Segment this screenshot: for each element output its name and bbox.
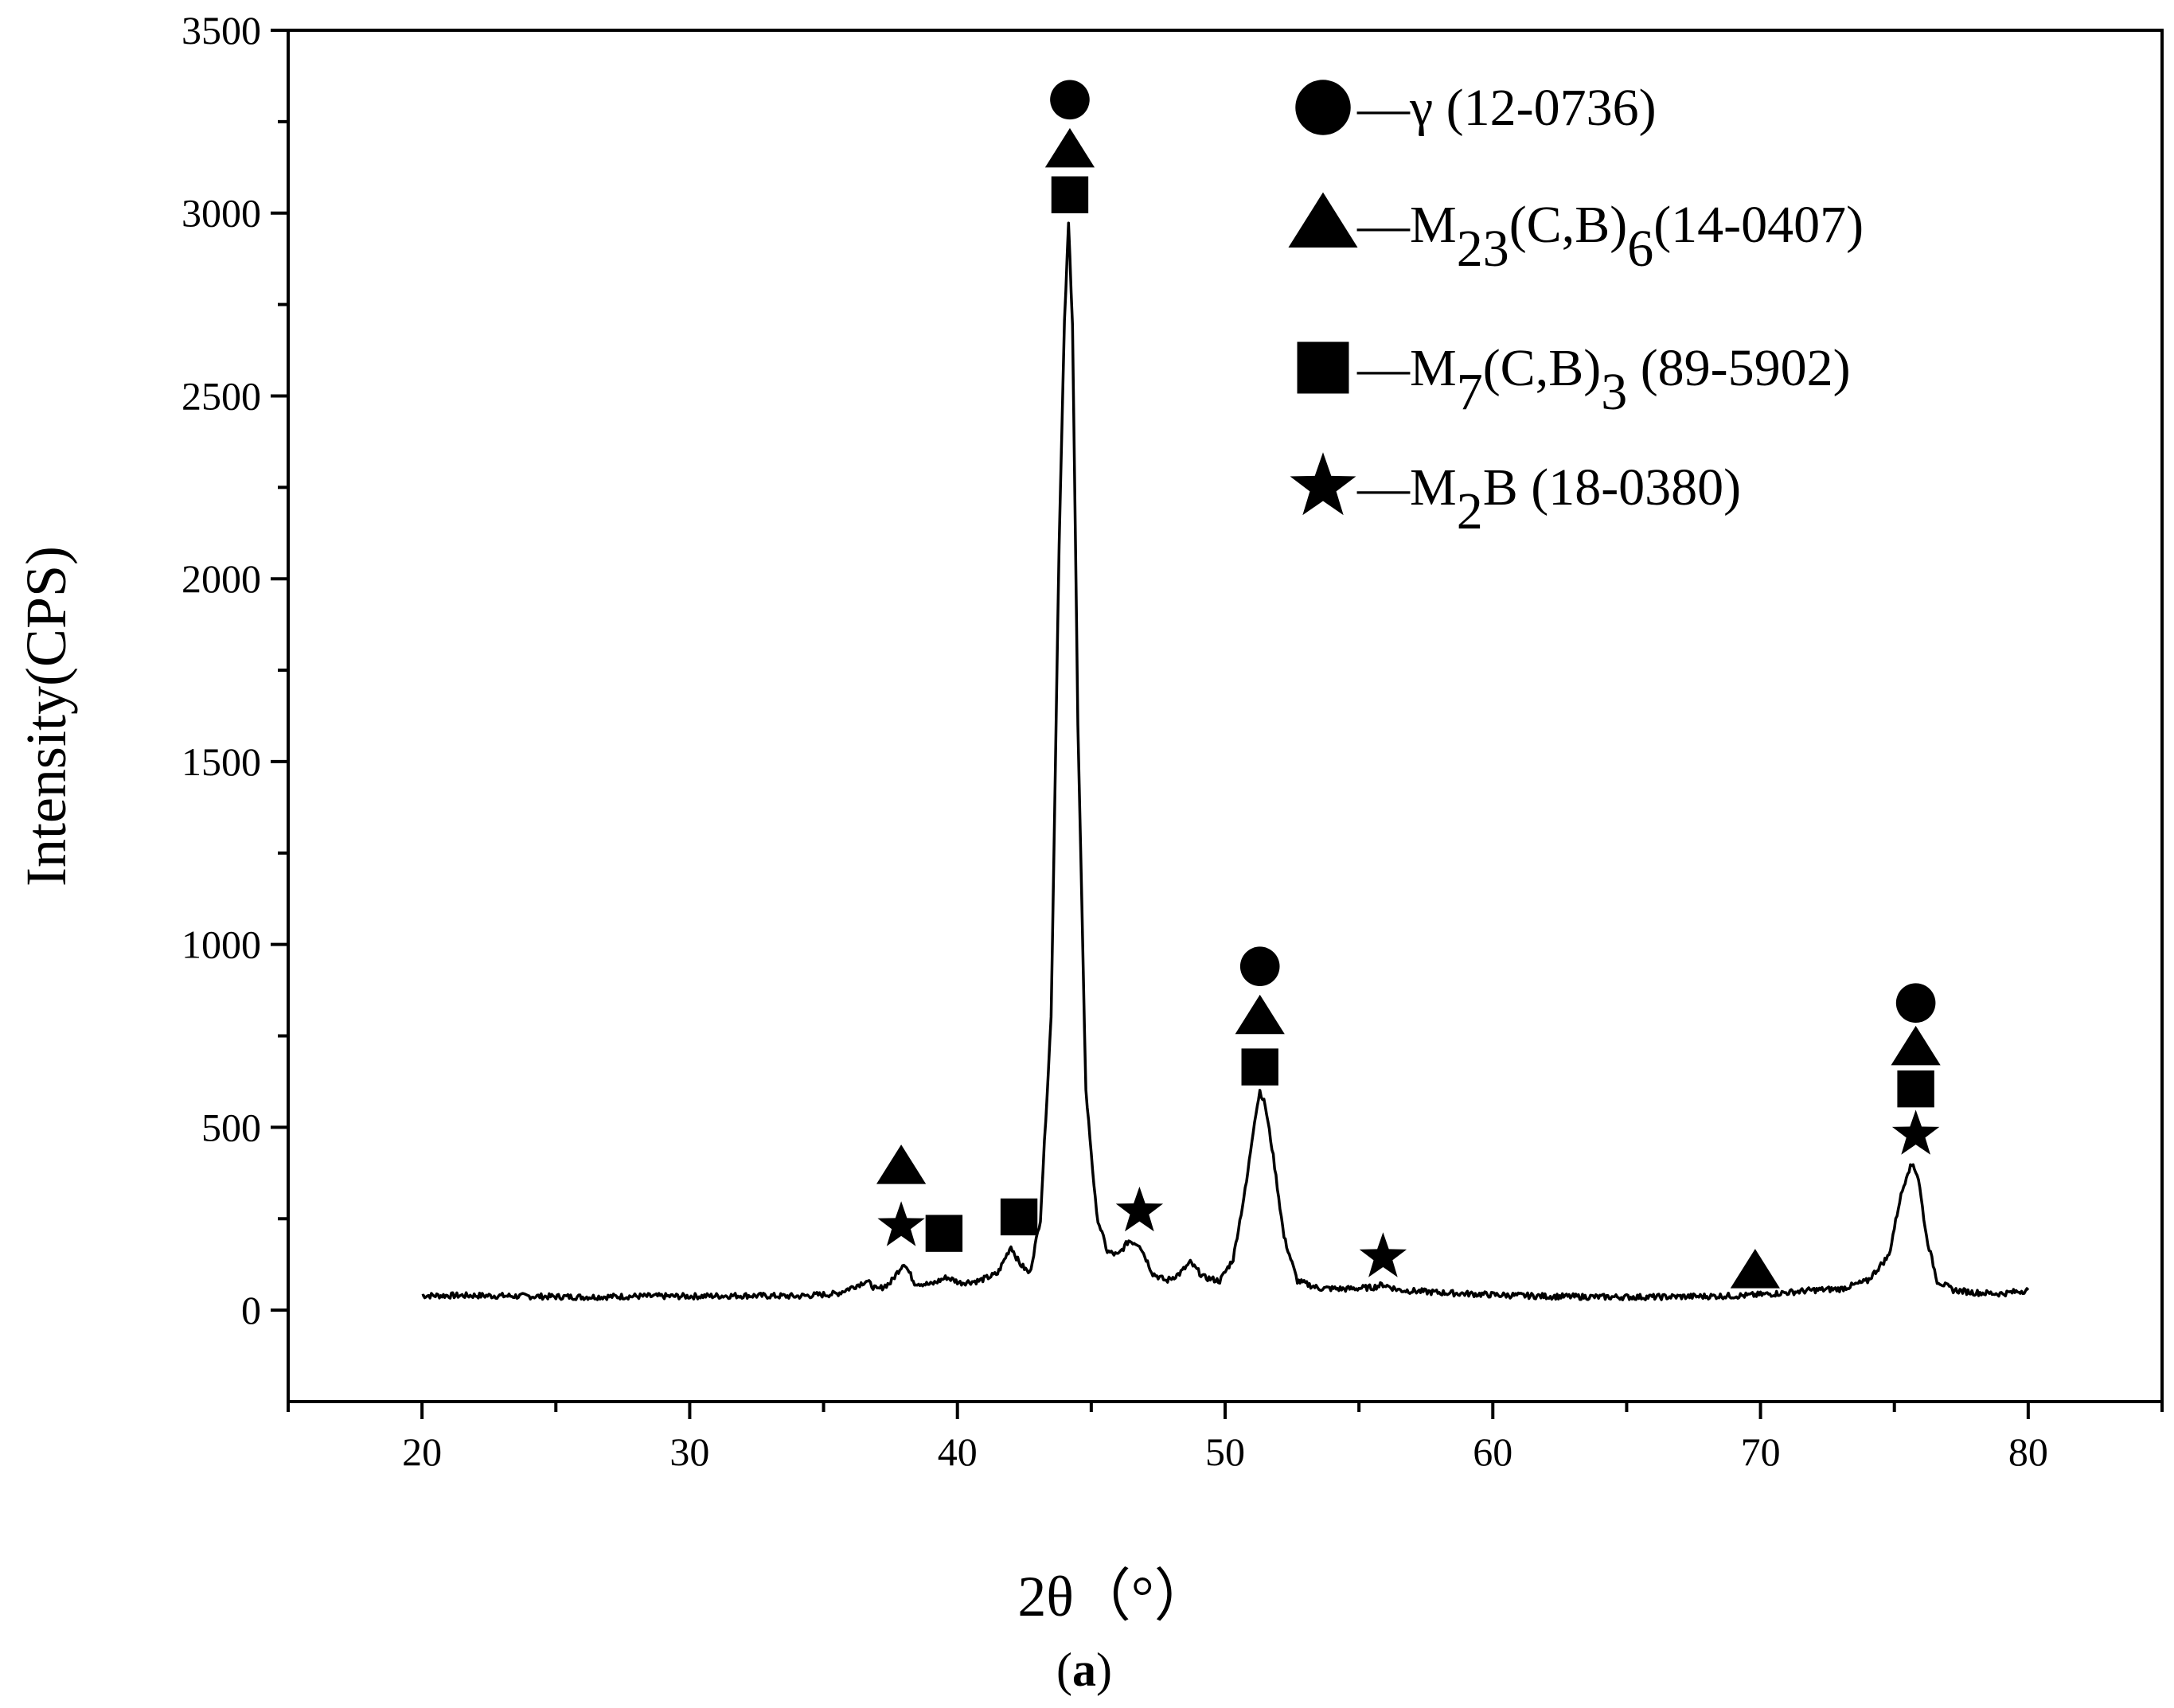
caption-close: ) <box>1096 1644 1112 1696</box>
legend-item: —γ (12-0736) <box>1295 79 1657 137</box>
y-tick-label: 2000 <box>181 556 261 601</box>
peak-markers <box>876 80 1941 1289</box>
legend-label: —M7(C,B)3 (89-5902) <box>1356 339 1851 421</box>
legend-symbol-triangle <box>1288 192 1358 248</box>
legend-symbol-square <box>1297 341 1349 394</box>
x-tick-label: 70 <box>1741 1429 1781 1474</box>
x-tick-label: 20 <box>402 1429 442 1474</box>
peak-marker-square <box>1897 1070 1934 1108</box>
peak-marker-star <box>877 1201 925 1246</box>
x-tick-label: 60 <box>1473 1429 1512 1474</box>
legend-item: —M2B (18-0380) <box>1290 452 1741 540</box>
x-tick-label: 40 <box>938 1429 978 1474</box>
y-axis-title: Intensity(CPS) <box>14 546 78 887</box>
peak-marker-circle <box>1239 946 1280 987</box>
y-tick-label: 1500 <box>181 739 261 784</box>
peak-marker-triangle <box>1235 994 1285 1035</box>
legend-symbol-circle <box>1295 80 1351 135</box>
peak-marker-triangle <box>1730 1249 1780 1289</box>
x-tick-label: 80 <box>2008 1429 2048 1474</box>
y-tick-label: 500 <box>201 1105 261 1149</box>
legend-item: —M7(C,B)3 (89-5902) <box>1297 339 1851 421</box>
legend-label: —M23(C,B)6(14-0407) <box>1356 196 1864 278</box>
peak-marker-star <box>1359 1232 1407 1277</box>
caption-letter: a <box>1072 1644 1096 1696</box>
plot-frame <box>287 29 2164 1403</box>
y-axis-ticks: 0 500 1000 1500 2000 2500 3000 3500 <box>181 8 288 1332</box>
peak-marker-square <box>1051 176 1089 213</box>
peak-marker-circle <box>1050 80 1090 120</box>
y-tick-label: 0 <box>241 1288 261 1332</box>
series-line <box>421 221 2030 1301</box>
peak-marker-triangle <box>876 1145 927 1184</box>
y-tick-label: 3000 <box>181 191 261 236</box>
x-axis-title: 2θ（°） <box>1017 1565 1211 1628</box>
y-tick-label: 1000 <box>181 922 261 967</box>
peak-marker-triangle <box>1891 1025 1941 1066</box>
x-tick-label: 30 <box>669 1429 709 1474</box>
peak-marker-square <box>1000 1198 1038 1236</box>
y-tick-label: 3500 <box>181 8 261 53</box>
peak-marker-square <box>1241 1048 1278 1086</box>
caption-open: ( <box>1056 1644 1072 1696</box>
legend: —γ (12-0736) —M23(C,B)6(14-0407) —M7(C,B)3… <box>1288 79 1864 540</box>
peak-marker-circle <box>1895 983 1936 1023</box>
legend-label: —M2B (18-0380) <box>1356 458 1741 540</box>
legend-symbol-star <box>1290 452 1356 516</box>
figure-caption: (a) <box>1056 1644 1112 1696</box>
x-axis-ticks: 20 30 40 50 60 70 80 <box>287 1402 2164 1474</box>
legend-item: —M23(C,B)6(14-0407) <box>1288 192 1864 278</box>
x-tick-label: 50 <box>1205 1429 1245 1474</box>
peak-marker-triangle <box>1044 127 1095 168</box>
y-tick-label: 2500 <box>181 373 261 418</box>
legend-label: —γ (12-0736) <box>1356 79 1657 137</box>
peak-marker-square <box>925 1215 963 1252</box>
peak-marker-star <box>1115 1186 1164 1232</box>
peak-marker-star <box>1891 1109 1940 1155</box>
